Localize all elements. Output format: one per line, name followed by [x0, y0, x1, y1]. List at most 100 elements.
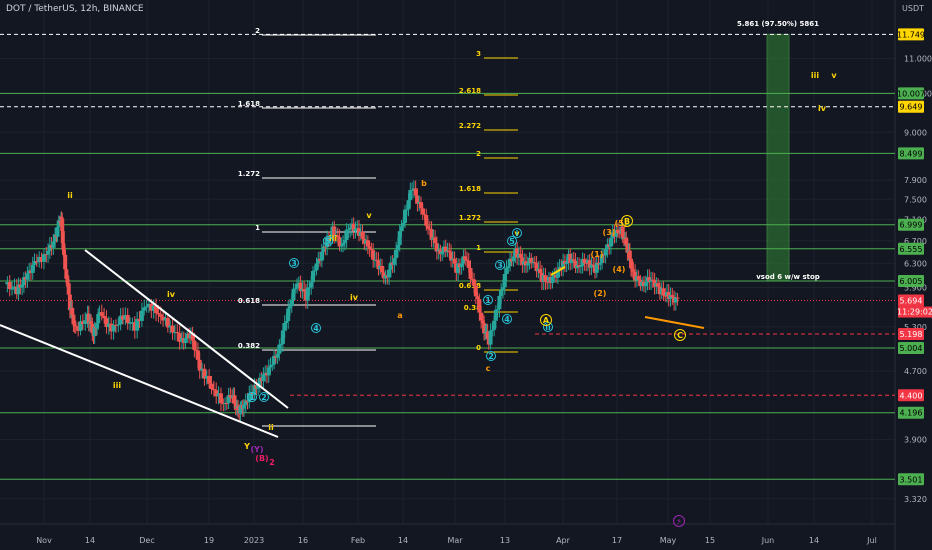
fib-label-left: 0.382 — [238, 342, 260, 350]
candle-body — [116, 324, 121, 326]
x-tick-label: 16 — [298, 536, 308, 545]
candle-body — [459, 263, 464, 268]
chart-title: DOT / TetherUS, 12h, BINANCE — [6, 4, 144, 14]
x-tick-label: 19 — [204, 536, 214, 545]
price-tag — [898, 242, 924, 255]
candle-body — [243, 400, 248, 406]
price-tag-label: 4.400 — [900, 391, 923, 400]
candle-body — [118, 315, 123, 325]
candle-body — [410, 189, 415, 191]
candle-body — [367, 246, 372, 249]
fib-label-mid: 2 — [476, 150, 481, 158]
price-tag — [898, 100, 924, 113]
wave-label-yellow: iii — [113, 381, 121, 390]
candle-body — [582, 259, 587, 263]
candle-body — [47, 244, 52, 251]
wave-circle — [674, 329, 686, 341]
candle-body — [99, 312, 104, 316]
candle-body — [218, 393, 223, 404]
candle-body — [443, 246, 448, 253]
x-tick-label: 13 — [500, 536, 510, 545]
wave-label-orange: (1) — [591, 250, 604, 259]
x-tick-label: Apr — [556, 536, 571, 545]
candle-body — [165, 317, 170, 328]
y-tick-label: 6.300 — [904, 259, 927, 268]
candle-body — [466, 260, 471, 268]
wave-circle — [673, 515, 685, 527]
candle-body — [241, 405, 246, 409]
candle-body — [70, 308, 75, 315]
candle-body — [63, 254, 68, 270]
candle-body — [261, 374, 266, 381]
candle-body — [420, 208, 425, 215]
price-tag-label: 9.649 — [900, 103, 923, 112]
candle-body — [109, 323, 114, 332]
candle-body — [673, 297, 678, 303]
candle-body — [616, 229, 621, 233]
wave-label-yellow: iv — [818, 104, 827, 113]
candle-body — [149, 303, 154, 311]
candle-body — [422, 214, 427, 216]
support-line-orange — [644, 316, 705, 329]
candle-body — [342, 240, 347, 244]
candle-body — [408, 190, 413, 201]
price-tag-label: 11.749 — [897, 30, 925, 39]
candle-body — [620, 226, 625, 237]
price-tag-label: 6.555 — [900, 245, 923, 254]
target-box-label: 5.861 (97.50%) 5861 — [737, 20, 819, 28]
candle-body — [534, 262, 539, 272]
wave-label-yellow: iii — [811, 71, 819, 80]
candle-body — [113, 324, 118, 326]
candle-body — [252, 385, 257, 395]
x-tick-label: Jul — [866, 536, 877, 545]
wave-label-yellow: iii — [329, 234, 337, 243]
wave-label-orange: a — [397, 311, 402, 320]
candle-body — [545, 281, 550, 283]
candle-body — [589, 264, 594, 268]
candle-body — [195, 350, 200, 360]
candle-body — [353, 228, 358, 232]
wave-circle-cyan — [512, 228, 522, 238]
candle-body — [578, 266, 583, 268]
fib-label-left: 1.272 — [238, 170, 260, 178]
candle-body — [603, 249, 608, 256]
candle-body — [426, 225, 431, 229]
candle-body — [30, 264, 35, 273]
candle-body — [130, 322, 135, 324]
candle-body — [523, 261, 528, 266]
candle-body — [594, 262, 599, 273]
candle-body — [60, 231, 65, 244]
y-tick-label: 9.000 — [904, 128, 927, 137]
candle-body — [600, 254, 605, 263]
candle-body — [197, 359, 202, 371]
candle-body — [335, 235, 340, 238]
wave-label-cyan: 4 — [313, 324, 319, 333]
candle-body — [302, 289, 307, 292]
wave-label-orange: (2) — [594, 289, 607, 298]
candle-body — [520, 257, 525, 265]
fib-label-mid: 1 — [476, 244, 481, 252]
circled-label: B — [624, 217, 630, 226]
price-tag-label: 4.196 — [900, 409, 923, 418]
countdown-label: 11:29:02 — [897, 308, 932, 317]
candle-body — [447, 250, 452, 253]
candle-body — [190, 334, 195, 341]
wave-label-cyan: 2 — [488, 352, 494, 361]
wedge-lower-line — [0, 324, 279, 438]
candle-body — [461, 256, 466, 264]
fib-label-left: 1.618 — [238, 100, 260, 108]
circled-label: 2 — [269, 458, 275, 467]
candle-body — [321, 246, 326, 252]
candle-body — [628, 258, 633, 269]
candle-body — [656, 283, 661, 287]
candle-body — [569, 259, 574, 264]
candle-body — [207, 375, 212, 384]
wave-label-yellow: ii — [268, 423, 274, 432]
price-tag — [898, 87, 924, 100]
wave-circle-cyan — [507, 236, 517, 246]
candle-body — [388, 262, 393, 270]
price-tag-label: 5.004 — [900, 344, 923, 353]
candle-body — [168, 325, 173, 328]
